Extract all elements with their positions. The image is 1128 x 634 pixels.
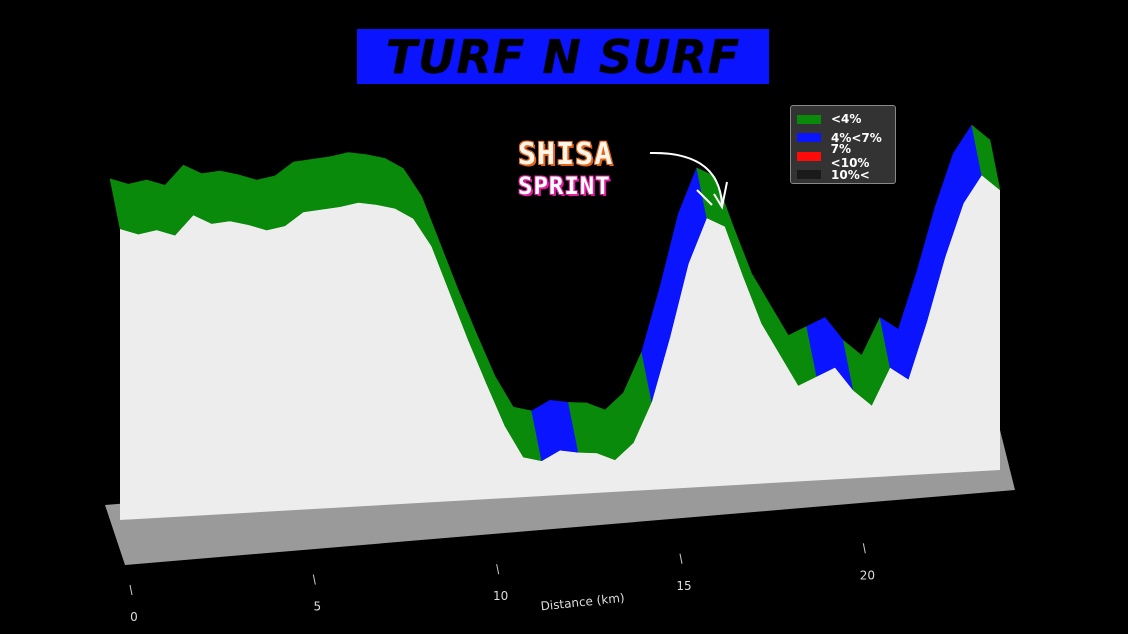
x-tick-mark	[129, 584, 133, 596]
legend-label: 7%<10%	[830, 142, 870, 171]
legend-label: <4%	[831, 112, 862, 127]
legend-label: 10%<	[831, 167, 870, 182]
legend-swatch	[797, 133, 821, 143]
legend: <4% 4%<7% 7%<10% 10%<	[790, 105, 896, 184]
x-axis-ticks: 0 5 10 15 20	[129, 543, 875, 624]
legend-item: 7%<10%	[797, 142, 889, 170]
annotation-arrow	[649, 151, 723, 206]
legend-label: 4%<7%	[831, 130, 882, 145]
legend-swatch	[797, 114, 821, 124]
annotation-shisa: SHISA	[518, 137, 614, 172]
x-tick-mark	[496, 564, 500, 575]
x-tick-mark	[679, 553, 683, 564]
annotation-sprint: SPRINT	[518, 172, 611, 200]
x-axis-label: Distance (km)	[540, 591, 625, 614]
legend-item: 4%<7%	[797, 129, 889, 148]
annotation-arrowhead	[713, 181, 728, 210]
legend-item: 10%<	[797, 166, 889, 185]
x-tick-label: 10	[493, 589, 508, 603]
x-tick-label: 20	[860, 568, 875, 582]
gradient-segment	[971, 124, 1001, 191]
chart-title: TURF N SURF	[385, 29, 741, 84]
legend-item: <4%	[797, 110, 889, 129]
legend-swatch	[797, 170, 821, 180]
chart-title-box: TURF N SURF	[357, 29, 769, 84]
elevation-profile	[109, 124, 1001, 520]
x-tick-label: 0	[130, 610, 138, 624]
x-tick-label: 5	[314, 600, 322, 614]
x-tick-label: 15	[676, 579, 691, 593]
annotation-arrow-tail	[696, 189, 713, 206]
x-tick-mark	[862, 543, 866, 554]
elevation-area	[120, 175, 1000, 520]
legend-swatch	[797, 151, 821, 161]
x-tick-mark	[312, 574, 316, 585]
